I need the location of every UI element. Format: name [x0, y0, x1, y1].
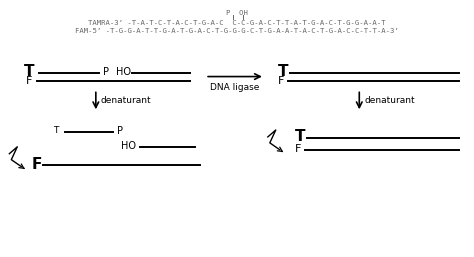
- Text: HO: HO: [121, 141, 136, 151]
- Text: denaturant: denaturant: [364, 96, 415, 105]
- Text: P: P: [103, 67, 109, 77]
- Text: T: T: [278, 64, 288, 79]
- Text: P: P: [117, 126, 123, 136]
- Text: T: T: [54, 126, 59, 135]
- Text: denaturant: denaturant: [101, 96, 151, 105]
- Text: DNA ligase: DNA ligase: [210, 82, 260, 91]
- Text: T: T: [24, 64, 35, 79]
- Text: TAMRA-3’ -T-A-T-C-T-A-C-T-G-A-C  C-C-G-A-C-T-T-A-T-G-A-C-T-G-G-A-A-T: TAMRA-3’ -T-A-T-C-T-A-C-T-G-A-C C-C-G-A-…: [88, 20, 386, 26]
- Text: F: F: [26, 76, 32, 86]
- Text: HO: HO: [116, 67, 131, 77]
- Text: T: T: [295, 130, 305, 144]
- Text: F: F: [31, 157, 42, 172]
- Text: FAM-5’ -T-G-G-A-T-T-G-A-T-G-A-C-T-G-G-G-C-T-G-A-A-T-A-C-T-G-A-C-C-T-T-A-3’: FAM-5’ -T-G-G-A-T-T-G-A-T-G-A-C-T-G-G-G-…: [75, 28, 399, 34]
- Text: P  OH: P OH: [226, 10, 248, 16]
- Text: F: F: [295, 144, 301, 154]
- Text: F: F: [278, 76, 284, 86]
